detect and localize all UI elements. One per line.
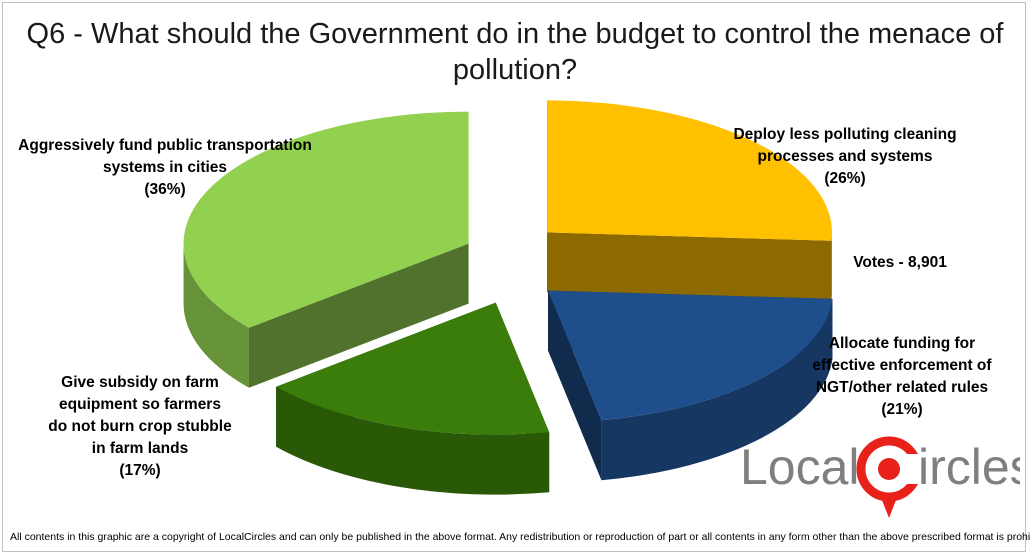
logo-c-icon bbox=[856, 436, 922, 518]
localcircles-logo: Local ircles bbox=[740, 436, 1020, 518]
copyright-footer: All contents in this graphic are a copyr… bbox=[10, 531, 1030, 543]
chart-title: Q6 - What should the Government do in th… bbox=[26, 18, 1004, 86]
slice-label-enforcement: Allocate funding for effective enforceme… bbox=[812, 335, 992, 418]
logo-text-left: Local bbox=[740, 439, 860, 495]
votes-count: Votes - 8,901 bbox=[853, 254, 947, 271]
slice-enforcement bbox=[548, 290, 833, 481]
slice-cleaning bbox=[546, 100, 832, 301]
logo-text-right: ircles bbox=[918, 439, 1020, 495]
slice-subsidy bbox=[276, 302, 550, 495]
slice-label-subsidy: Give subsidy on farm equipment so farmer… bbox=[48, 374, 232, 479]
slice-label-cleaning: Deploy less polluting cleaning processes… bbox=[733, 126, 957, 187]
slice-transport bbox=[183, 111, 469, 388]
slice-label-transport: Aggressively fund public transportation … bbox=[18, 137, 312, 198]
